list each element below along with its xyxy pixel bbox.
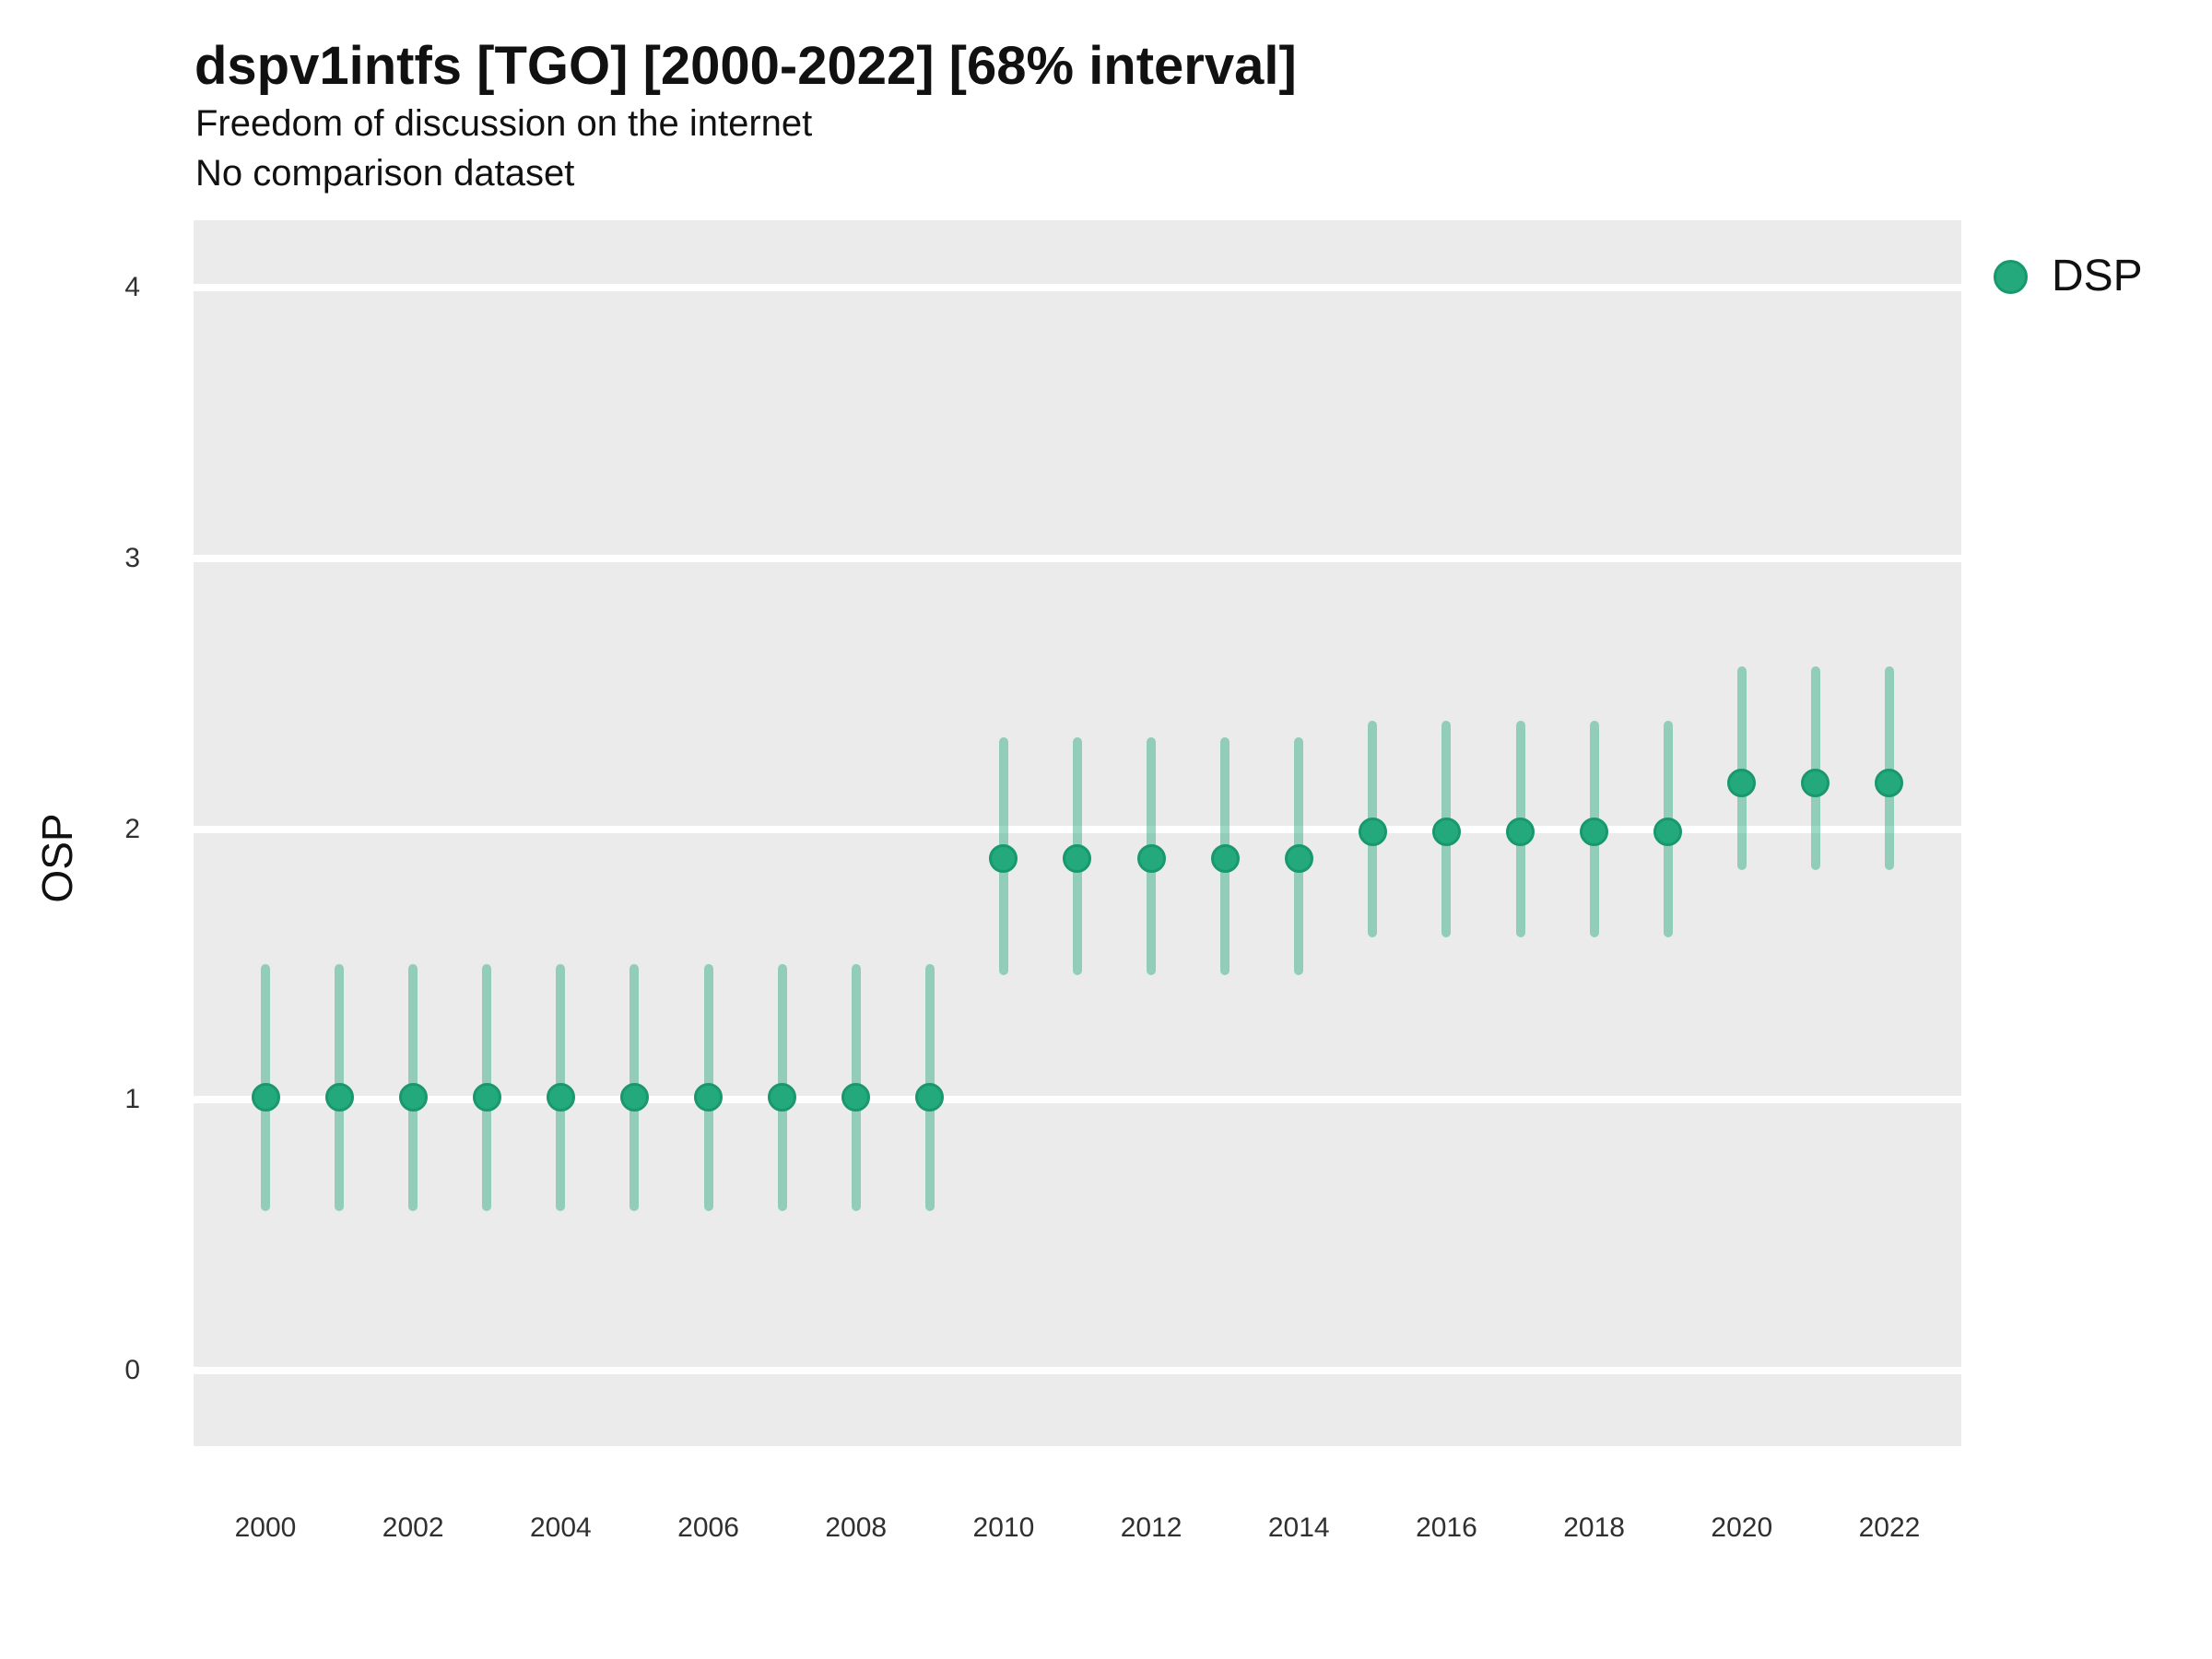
x-tick-label-2006: 2006 xyxy=(677,1512,739,1543)
data-point-2008 xyxy=(841,1082,871,1112)
data-point-2003 xyxy=(472,1082,501,1112)
y-tick-label-2: 2 xyxy=(124,813,140,844)
data-point-2007 xyxy=(768,1082,797,1112)
y-axis-title: OSP xyxy=(33,813,81,903)
gridline-y-3 xyxy=(194,554,1961,562)
x-tick-label-2004: 2004 xyxy=(529,1512,592,1543)
gridline-y-1 xyxy=(194,1096,1961,1104)
data-point-2004 xyxy=(546,1082,575,1112)
legend-dsp-label: DSP xyxy=(2052,252,2143,300)
y-tick-label-3: 3 xyxy=(124,542,140,573)
data-point-2006 xyxy=(694,1082,724,1112)
data-point-2005 xyxy=(619,1082,649,1112)
data-point-2002 xyxy=(398,1082,428,1112)
data-point-2022 xyxy=(1875,769,1904,798)
legend-dsp-swatch-icon xyxy=(1994,259,2028,294)
data-point-2020 xyxy=(1727,769,1757,798)
data-point-2018 xyxy=(1580,817,1609,846)
legend: DSP xyxy=(1994,254,2143,299)
x-tick-label-2008: 2008 xyxy=(825,1512,888,1543)
data-point-2021 xyxy=(1801,769,1830,798)
data-point-2000 xyxy=(251,1082,280,1112)
x-tick-label-2022: 2022 xyxy=(1858,1512,1921,1543)
data-point-2013 xyxy=(1210,844,1240,874)
y-tick-label-0: 0 xyxy=(124,1355,140,1385)
x-tick-label-2016: 2016 xyxy=(1416,1512,1477,1543)
data-point-2010 xyxy=(989,844,1018,874)
y-tick-label-1: 1 xyxy=(124,1084,140,1115)
chart-title: dspv1intfs [TGO] [2000-2022] [68% interv… xyxy=(194,36,1297,96)
x-tick-label-2012: 2012 xyxy=(1120,1512,1182,1543)
interval-bar-2021 xyxy=(1810,666,1820,870)
data-point-2001 xyxy=(324,1082,354,1112)
data-point-2012 xyxy=(1136,844,1166,874)
data-point-2017 xyxy=(1506,817,1535,846)
data-point-2011 xyxy=(1063,844,1092,874)
gridline-y-4 xyxy=(194,284,1961,291)
x-tick-label-2010: 2010 xyxy=(972,1512,1035,1543)
x-tick-label-2002: 2002 xyxy=(382,1512,444,1543)
chart-subtitle: Freedom of discussion on the internet xyxy=(195,103,813,144)
data-point-2009 xyxy=(915,1082,945,1112)
x-tick-label-2014: 2014 xyxy=(1267,1512,1330,1543)
interval-bar-2020 xyxy=(1736,666,1747,870)
x-tick-label-2018: 2018 xyxy=(1563,1512,1625,1543)
x-tick-label-2020: 2020 xyxy=(1711,1512,1773,1543)
comparison-note: No comparison dataset xyxy=(195,153,575,194)
data-point-2016 xyxy=(1431,817,1461,846)
x-tick-label-2000: 2000 xyxy=(234,1512,297,1543)
y-tick-label-4: 4 xyxy=(124,272,140,302)
gridline-y-0 xyxy=(194,1367,1961,1374)
data-point-2015 xyxy=(1358,817,1387,846)
data-point-2014 xyxy=(1284,844,1313,874)
interval-bar-2022 xyxy=(1884,666,1894,870)
gridline-y-2 xyxy=(194,825,1961,833)
data-point-2019 xyxy=(1653,817,1683,846)
